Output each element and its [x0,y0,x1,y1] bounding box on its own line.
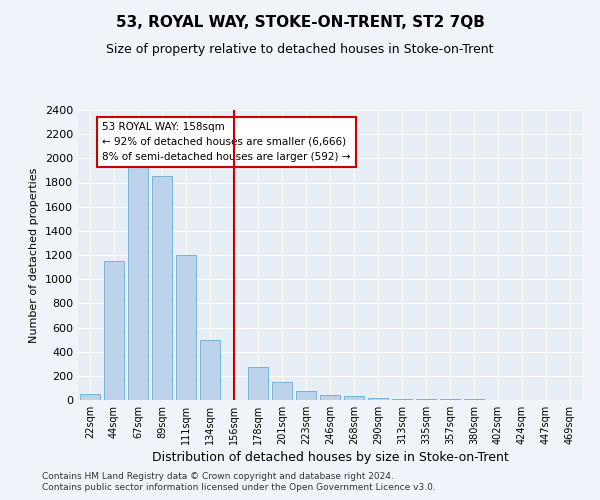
Bar [200,340,220,400]
Text: 53, ROYAL WAY, STOKE-ON-TRENT, ST2 7QB: 53, ROYAL WAY, STOKE-ON-TRENT, ST2 7QB [116,15,484,30]
Bar [320,395,340,400]
Bar [272,382,292,400]
Bar [248,368,268,400]
Y-axis label: Number of detached properties: Number of detached properties [29,168,40,342]
Bar [416,399,436,400]
Bar [152,176,172,400]
Bar [176,255,196,400]
Bar [296,391,316,400]
Text: Contains public sector information licensed under the Open Government Licence v3: Contains public sector information licen… [42,484,436,492]
Text: Size of property relative to detached houses in Stoke-on-Trent: Size of property relative to detached ho… [106,42,494,56]
Text: 53 ROYAL WAY: 158sqm
← 92% of detached houses are smaller (6,666)
8% of semi-det: 53 ROYAL WAY: 158sqm ← 92% of detached h… [102,122,350,162]
Text: Distribution of detached houses by size in Stoke-on-Trent: Distribution of detached houses by size … [152,451,508,464]
Bar [128,164,148,400]
Bar [368,398,388,400]
Bar [392,399,412,400]
Text: Contains HM Land Registry data © Crown copyright and database right 2024.: Contains HM Land Registry data © Crown c… [42,472,394,481]
Bar [80,394,100,400]
Bar [344,396,364,400]
Bar [104,261,124,400]
